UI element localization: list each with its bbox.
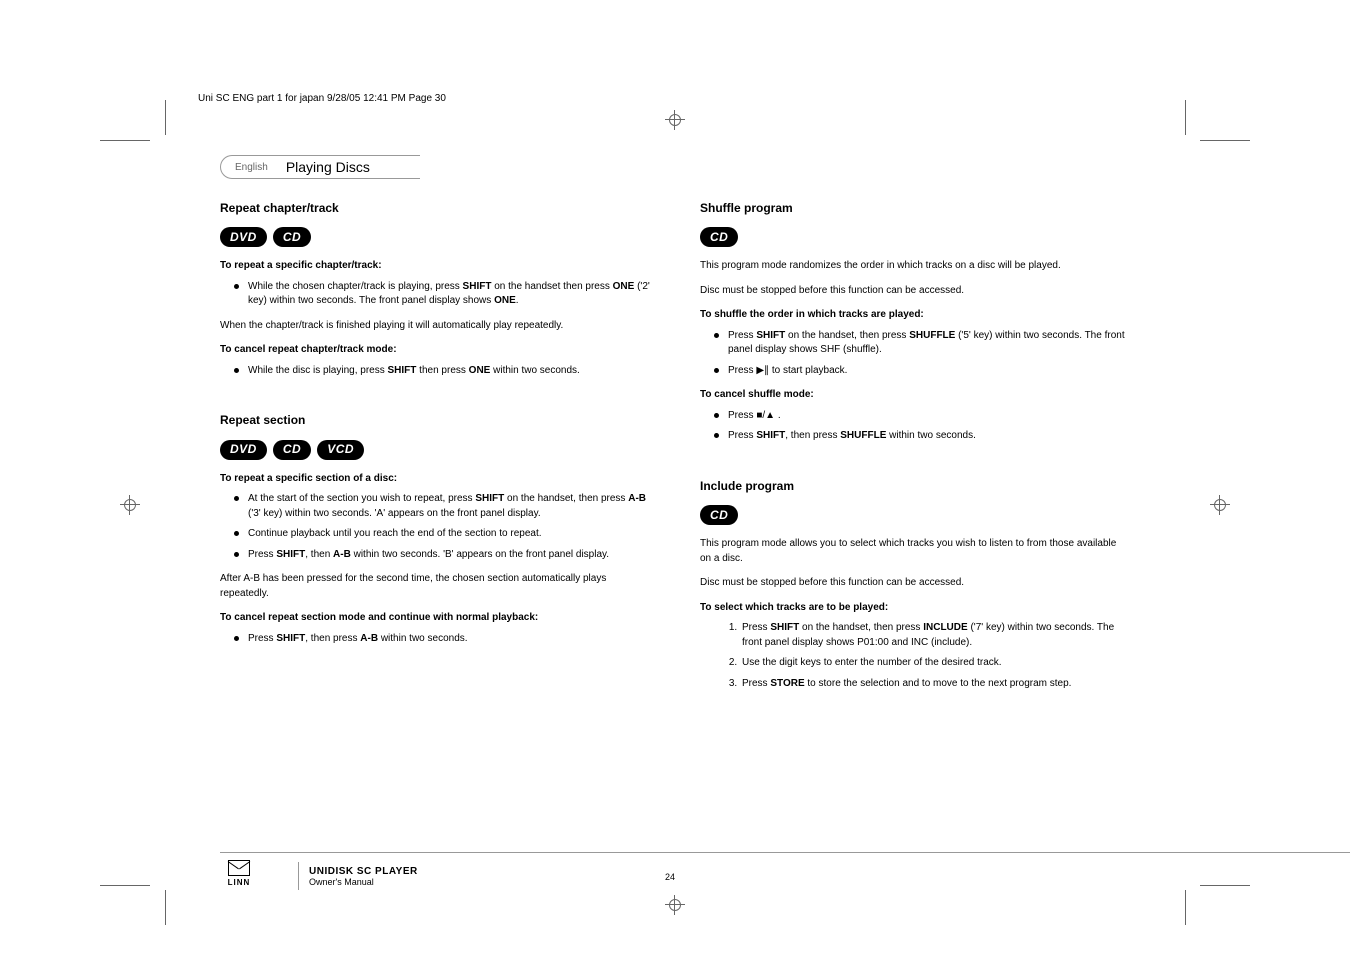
- brand-name: LINN: [220, 878, 258, 887]
- dvd-badge: DVD: [220, 227, 267, 247]
- subheading: To repeat a specific section of a disc:: [220, 472, 650, 487]
- stop-eject-icon: ■/▲: [756, 410, 775, 421]
- cd-badge: CD: [273, 440, 311, 460]
- cd-badge: CD: [700, 227, 738, 247]
- subheading: To cancel repeat chapter/track mode:: [220, 343, 650, 358]
- page-number: 24: [665, 872, 675, 882]
- list-item: Press ■/▲ .: [728, 409, 1130, 424]
- brand-logo: LINN: [220, 860, 258, 887]
- subheading: To cancel shuffle mode:: [700, 388, 1130, 403]
- crop-mark: [165, 100, 166, 135]
- list-item: Press SHIFT, then press SHUFFLE within t…: [728, 429, 1130, 444]
- disc-badges: DVD CD VCD: [220, 440, 650, 460]
- list-item: Press SHIFT on the handset, then press I…: [740, 621, 1130, 650]
- list-item: Press SHIFT, then press A-B within two s…: [248, 632, 650, 647]
- crop-mark: [1200, 140, 1250, 141]
- cd-badge: CD: [700, 505, 738, 525]
- crop-mark: [100, 885, 150, 886]
- registration-mark-left: [120, 495, 140, 515]
- crop-mark: [1200, 885, 1250, 886]
- section-tab: English Playing Discs: [220, 155, 420, 179]
- product-name: UNIDISK SC PLAYER: [309, 866, 418, 877]
- manual-label: Owner's Manual: [309, 877, 418, 887]
- list-item: Press SHIFT, then A-B within two seconds…: [248, 548, 650, 563]
- crop-mark: [100, 140, 150, 141]
- heading-include: Include program: [700, 478, 1130, 495]
- list-item: While the chosen chapter/track is playin…: [248, 280, 650, 309]
- print-header: Uni SC ENG part 1 for japan 9/28/05 12:4…: [198, 93, 446, 104]
- registration-mark-top: [665, 110, 685, 130]
- dvd-badge: DVD: [220, 440, 267, 460]
- subheading: To shuffle the order in which tracks are…: [700, 308, 1130, 323]
- list-item: While the disc is playing, press SHIFT t…: [248, 364, 650, 379]
- subheading: To select which tracks are to be played:: [700, 601, 1130, 616]
- section-title: Playing Discs: [286, 159, 370, 175]
- body-text: This program mode randomizes the order i…: [700, 259, 1130, 274]
- heading-shuffle: Shuffle program: [700, 200, 1130, 217]
- list-item: At the start of the section you wish to …: [248, 492, 650, 521]
- body-text: When the chapter/track is finished playi…: [220, 319, 650, 334]
- play-pause-icon: ▶∥: [756, 365, 769, 376]
- footer-title-block: UNIDISK SC PLAYER Owner's Manual: [298, 862, 418, 890]
- vcd-badge: VCD: [317, 440, 364, 460]
- crop-mark: [1185, 100, 1186, 135]
- list-item: Use the digit keys to enter the number o…: [740, 656, 1130, 671]
- footer-rule: [220, 852, 1350, 853]
- list-item: Press ▶∥ to start playback.: [728, 364, 1130, 379]
- crop-mark: [165, 890, 166, 925]
- subheading: To cancel repeat section mode and contin…: [220, 611, 650, 626]
- left-column: Repeat chapter/track DVD CD To repeat a …: [220, 200, 650, 701]
- registration-mark-bottom: [665, 895, 685, 915]
- heading-repeat-section: Repeat section: [220, 412, 650, 429]
- language-label: English: [235, 162, 268, 173]
- list-item: Press SHIFT on the handset, then press S…: [728, 329, 1130, 358]
- disc-badges: DVD CD: [220, 227, 650, 247]
- body-text: After A-B has been pressed for the secon…: [220, 572, 650, 601]
- registration-mark-right: [1210, 495, 1230, 515]
- heading-repeat-chapter: Repeat chapter/track: [220, 200, 650, 217]
- disc-badges: CD: [700, 227, 1130, 247]
- list-item: Continue playback until you reach the en…: [248, 527, 650, 542]
- envelope-icon: [228, 860, 250, 876]
- list-item: Press STORE to store the selection and t…: [740, 677, 1130, 692]
- body-text: This program mode allows you to select w…: [700, 537, 1130, 566]
- body-text: Disc must be stopped before this functio…: [700, 284, 1130, 299]
- crop-mark: [1185, 890, 1186, 925]
- cd-badge: CD: [273, 227, 311, 247]
- disc-badges: CD: [700, 505, 1130, 525]
- subheading: To repeat a specific chapter/track:: [220, 259, 650, 274]
- right-column: Shuffle program CD This program mode ran…: [700, 200, 1130, 701]
- body-text: Disc must be stopped before this functio…: [700, 576, 1130, 591]
